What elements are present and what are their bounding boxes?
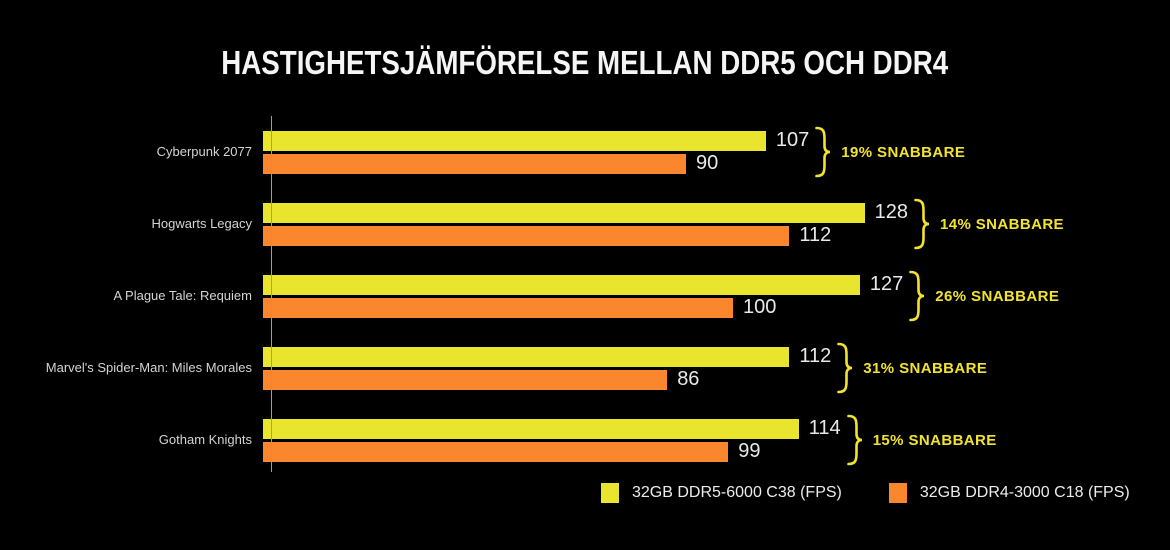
speedup-label: 14% SNABBARE [939,215,1064,233]
category-label: Cyberpunk 2077 [156,143,252,159]
chart-title: HASTIGHETSJÄMFÖRELSE MELLAN DDR5 OCH DDR… [221,44,949,81]
bar-group: Marvel's Spider-Man: Miles Morales 112 8… [0,332,1170,404]
ddr5-bar-row: 127 [263,273,904,295]
brace-icon [909,270,925,322]
ddr4-bar [263,369,668,390]
speedup-label: 19% SNABBARE [841,143,966,161]
ddr5-bar-row: 107 [263,129,810,151]
bar-group-body: 114 99 15% SNABBARE [263,414,997,466]
ddr4-bar-row: 86 [263,368,831,390]
ddr5-bar-row: 128 [263,201,908,223]
legend-label: 32GB DDR5-6000 C38 (FPS) [632,484,842,501]
legend-label: 32GB DDR4-3000 C18 (FPS) [919,484,1130,501]
ddr4-bar-row: 112 [263,224,908,246]
bar-group: Hogwarts Legacy 128 112 14% SNABBARE [0,188,1170,260]
legend: 32GB DDR5-6000 C38 (FPS) 32GB DDR4-3000 … [601,483,1130,503]
bar-group: Gotham Knights 114 99 15% SNABBARE [0,404,1170,476]
legend-item: 32GB DDR4-3000 C18 (FPS) [888,483,1130,503]
ddr4-value: 112 [799,224,832,246]
ddr5-value: 107 [775,129,810,151]
brace-icon [837,342,853,394]
ddr5-value: 128 [874,201,908,223]
category-label: A Plague Tale: Requiem [113,287,252,303]
ddr5-bar [263,274,860,295]
ddr4-value: 86 [677,368,700,390]
ddr5-bar [263,202,865,223]
ddr4-bar [263,153,686,174]
ddr4-bar-row: 100 [263,296,903,318]
ddr4-bar [263,297,733,318]
bar-stack: 127 100 [263,273,904,318]
ddr5-value: 127 [869,273,904,295]
legend-swatch-ddr5 [601,483,619,503]
ddr4-bar-row: 99 [263,440,841,462]
ddr5-bar-row: 112 [263,345,832,367]
y-axis-line [271,116,272,472]
ddr5-bar [263,346,790,367]
ddr5-value: 112 [799,345,832,367]
category-label: Gotham Knights [158,431,252,447]
legend-item: 32GB DDR5-6000 C38 (FPS) [601,483,842,503]
bar-group-body: 127 100 26% SNABBARE [263,270,1059,322]
category-label: Hogwarts Legacy [151,215,252,231]
ddr4-value: 99 [738,440,761,462]
ddr4-bar [263,441,729,462]
plot-area: Cyberpunk 2077 107 90 19% SNABBARE Hogwa… [0,116,1170,476]
bar-stack: 114 99 [263,417,841,462]
ddr5-bar [263,130,766,151]
bar-chart: Cyberpunk 2077 107 90 19% SNABBARE Hogwa… [0,116,1170,476]
speedup-label: 26% SNABBARE [935,287,1060,305]
category-label: Marvel's Spider-Man: Miles Morales [45,359,252,375]
bar-stack: 128 112 [263,201,908,246]
legend-swatch-ddr4 [888,483,907,503]
speedup-label: 15% SNABBARE [872,431,997,449]
bar-group: A Plague Tale: Requiem 127 100 26% SNABB… [0,260,1170,332]
speedup-label: 31% SNABBARE [863,359,988,377]
ddr4-value: 100 [743,296,777,318]
ddr5-bar-row: 114 [263,417,841,439]
bar-group: Cyberpunk 2077 107 90 19% SNABBARE [0,116,1170,188]
bar-group-body: 128 112 14% SNABBARE [263,198,1064,250]
ddr5-value: 114 [808,417,841,439]
bar-stack: 107 90 [263,129,810,174]
brace-icon [846,414,862,466]
bar-stack: 112 86 [263,345,832,390]
ddr4-value: 90 [696,152,719,174]
brace-icon [914,198,930,250]
bar-group-body: 112 86 31% SNABBARE [263,342,987,394]
title-area: HASTIGHETSJÄMFÖRELSE MELLAN DDR5 OCH DDR… [0,0,1170,79]
ddr4-bar [263,225,790,246]
ddr4-bar-row: 90 [263,152,809,174]
brace-icon [815,126,831,178]
ddr5-bar [263,418,799,439]
bar-group-body: 107 90 19% SNABBARE [263,126,965,178]
